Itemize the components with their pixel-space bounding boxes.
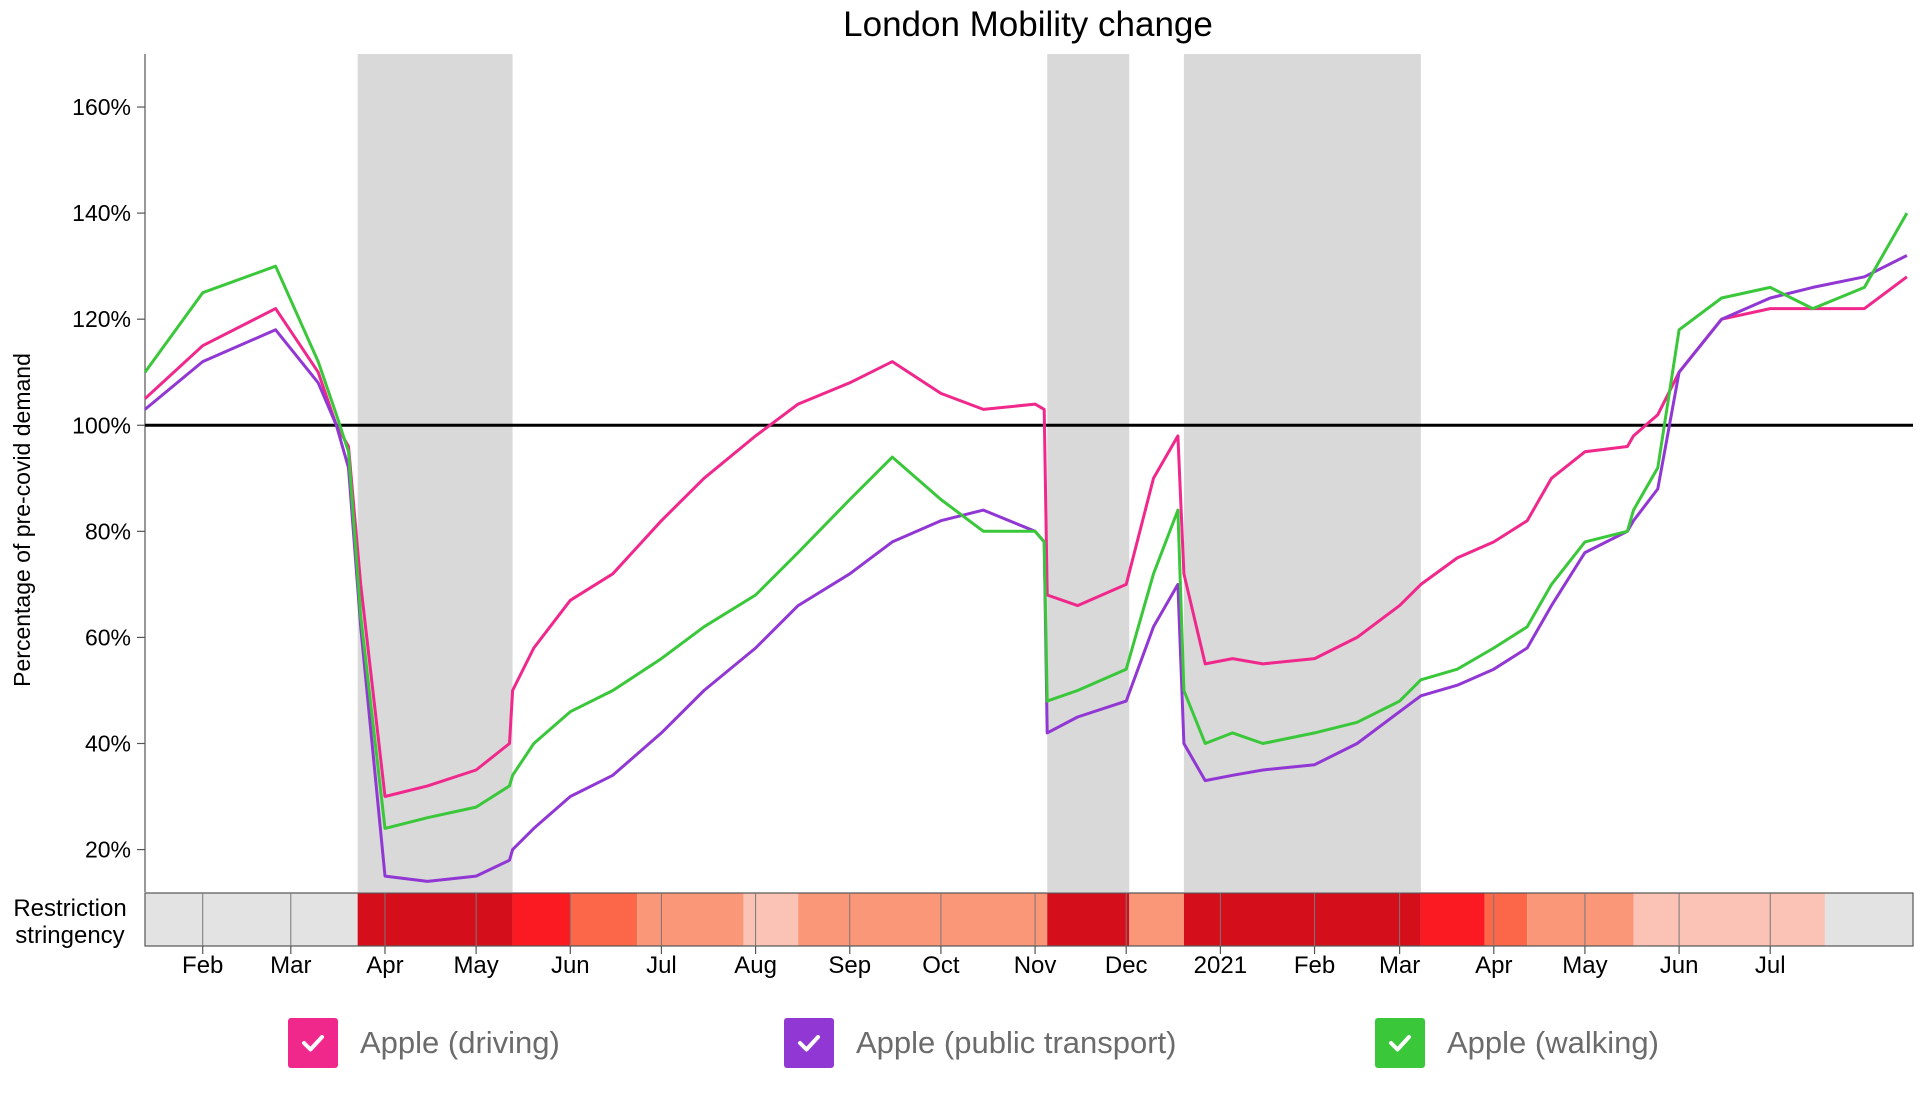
x-axis-ticks: Feb Mar Apr May Jun Jul Aug Sep Oct Nov Dec 2021 Feb… xyxy=(182,893,1786,979)
x-tick-label: Nov xyxy=(1014,952,1057,979)
stringency-segment-11 xyxy=(1420,893,1485,946)
stringency-segment-10 xyxy=(1183,893,1421,946)
stringency-segment-7 xyxy=(798,893,1048,946)
stringency-segment-4 xyxy=(570,893,638,946)
checkmark-icon xyxy=(798,1035,820,1052)
legend-checkbox-walking[interactable] xyxy=(1375,1018,1425,1068)
y-tick-label: 160% xyxy=(72,94,131,120)
lockdown-band-2 xyxy=(1047,54,1130,892)
legend-checkbox-public-transport[interactable] xyxy=(784,1018,834,1068)
x-tick-label: May xyxy=(1562,952,1607,979)
axes: 20% 40% 60% 80% 100% 120% 140% 160% xyxy=(72,54,1913,892)
y-tick-label: 140% xyxy=(72,200,131,226)
x-tick-label: Mar xyxy=(270,952,311,979)
x-tick-label: Aug xyxy=(734,952,777,979)
y-tick-label: 80% xyxy=(85,518,131,544)
x-tick-label: Apr xyxy=(1475,952,1512,979)
x-tick-label: Jul xyxy=(1755,952,1786,979)
x-tick-label: Feb xyxy=(182,952,223,979)
checkmark-icon xyxy=(302,1035,324,1052)
x-tick-label: Feb xyxy=(1294,952,1335,979)
legend-label-driving: Apple (driving) xyxy=(360,1025,560,1060)
lockdown-band-1 xyxy=(357,54,513,892)
legend-item-driving[interactable]: Apple (driving) xyxy=(288,1018,560,1068)
x-tick-label: Jul xyxy=(646,952,677,979)
stringency-segment-14 xyxy=(1633,893,1825,946)
stringency-segment-13 xyxy=(1527,893,1634,946)
series-line-transit xyxy=(144,254,1908,883)
stringency-segment-2 xyxy=(357,893,513,946)
stringency-segment-5 xyxy=(637,893,744,946)
x-tick-label: Jun xyxy=(1660,952,1699,979)
x-tick-label: Jun xyxy=(551,952,590,979)
stringency-segment-6 xyxy=(743,893,799,946)
stringency-label-line2: stringency xyxy=(15,922,124,949)
y-tick-label: 20% xyxy=(85,837,131,863)
stringency-segment-1 xyxy=(145,893,358,946)
chart-title: London Mobility change xyxy=(843,5,1213,44)
legend-label-public-transport: Apple (public transport) xyxy=(856,1025,1177,1060)
legend-label-walking: Apple (walking) xyxy=(1447,1025,1659,1060)
x-tick-label: Sep xyxy=(828,952,871,979)
series-lines xyxy=(143,212,1909,883)
legend-item-public-transport[interactable]: Apple (public transport) xyxy=(784,1018,1177,1068)
stringency-segment-15 xyxy=(1824,893,1913,946)
y-tick-label: 40% xyxy=(85,730,131,756)
series-line-driving xyxy=(143,275,1908,798)
restriction-stringency-bar xyxy=(144,892,1914,947)
y-tick-label: 60% xyxy=(85,624,131,650)
y-axis-label: Percentage of pre-covid demand xyxy=(9,353,35,687)
x-tick-label: Apr xyxy=(366,952,403,979)
stringency-label-line1: Restriction xyxy=(13,895,126,922)
stringency-segment-3 xyxy=(512,893,571,946)
x-tick-label: Mar xyxy=(1379,952,1420,979)
x-tick-label: Oct xyxy=(922,952,960,979)
legend-item-walking[interactable]: Apple (walking) xyxy=(1375,1018,1659,1068)
legend: Apple (driving) Apple (public transport)… xyxy=(0,1018,1920,1068)
stringency-bar-border xyxy=(144,892,1914,947)
stringency-segment-9 xyxy=(1129,893,1184,946)
stringency-segment-8 xyxy=(1047,893,1130,946)
checkmark-icon xyxy=(1389,1035,1411,1052)
lockdown-shading xyxy=(357,54,1421,892)
x-tick-label: Dec xyxy=(1105,952,1148,979)
x-tick-label: May xyxy=(453,952,498,979)
y-tick-label: 120% xyxy=(72,306,131,332)
series-line-walking xyxy=(143,212,1909,830)
y-tick-label: 100% xyxy=(72,412,131,438)
stringency-segment-12 xyxy=(1484,893,1528,946)
lockdown-band-3 xyxy=(1183,54,1421,892)
legend-checkbox-driving[interactable] xyxy=(288,1018,338,1068)
x-tick-label: 2021 xyxy=(1194,952,1247,979)
